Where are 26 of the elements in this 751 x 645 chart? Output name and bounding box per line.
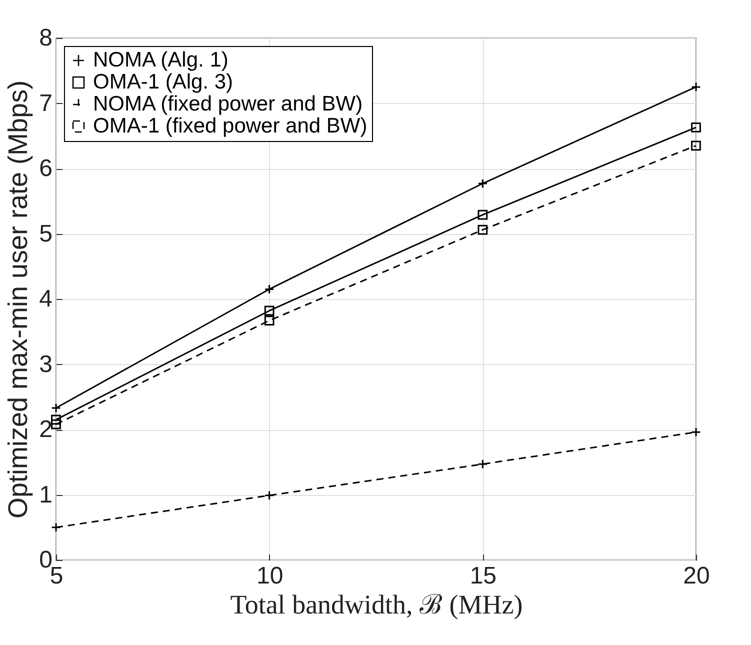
point: [478, 210, 488, 220]
y-tick-label: 8: [39, 24, 52, 52]
legend-label: NOMA (Alg. 1): [93, 48, 228, 72]
x-axis-title: Total bandwidth, ℬ (MHz): [230, 590, 523, 620]
point: [51, 414, 61, 425]
legend-label: OMA-1 (Alg. 3): [93, 70, 234, 94]
y-tick-label: 2: [39, 416, 52, 443]
point: [478, 224, 488, 235]
y-tick-label: 0: [39, 546, 52, 574]
y-tick-label: 1: [39, 481, 52, 508]
point: [691, 140, 701, 151]
point: [264, 306, 274, 316]
legend-label: OMA-1 (fixed power and BW): [93, 114, 368, 138]
y-tick-label: 3: [39, 350, 52, 378]
y-tick-label: 7: [39, 90, 52, 117]
y-tick-label: 4: [39, 286, 52, 312]
x-tick-label: 15: [470, 562, 497, 590]
y-tick-label: 5: [39, 220, 52, 248]
x-tick-label: 20: [683, 562, 710, 590]
y-axis-title: Optimized max-min user rate (Mbps): [3, 80, 34, 519]
point: [51, 419, 61, 430]
legend-label: NOMA (fixed power and BW): [93, 92, 363, 116]
x-tick-label: 10: [256, 562, 284, 590]
point: [691, 122, 701, 132]
point: [264, 316, 274, 326]
y-tick-label: 6: [39, 155, 52, 182]
